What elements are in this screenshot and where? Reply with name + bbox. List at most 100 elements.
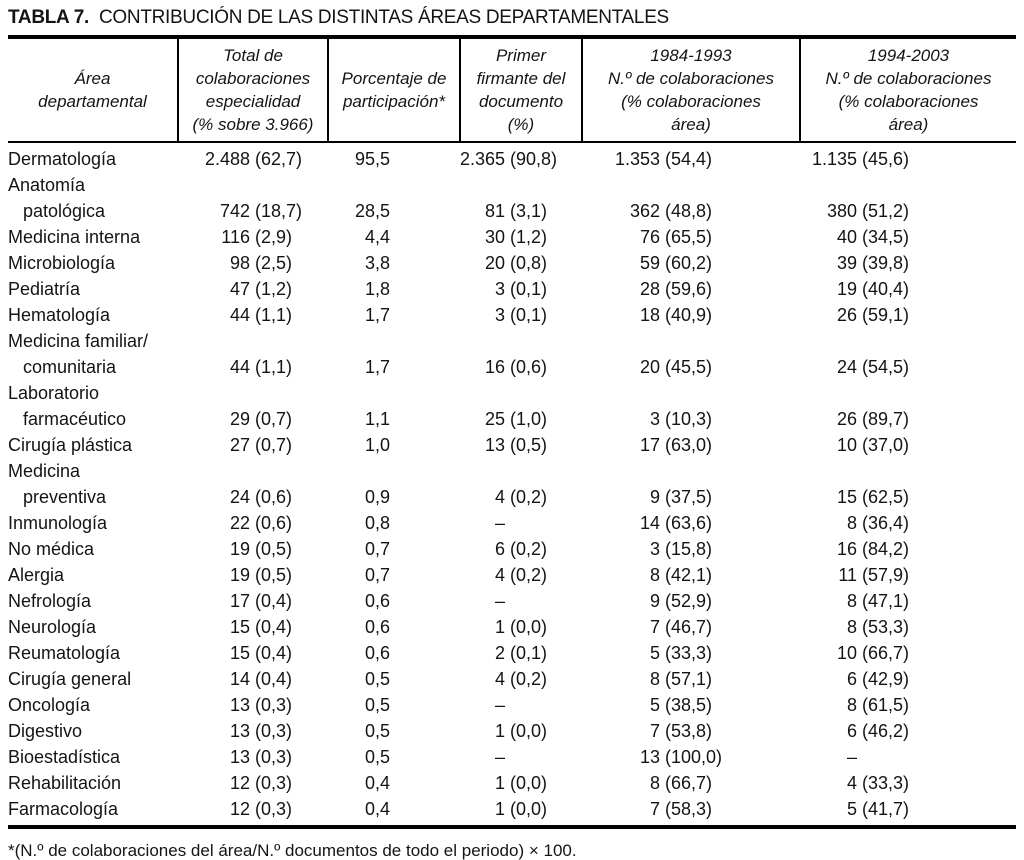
table-header-row: Área departamental Total de colaboraciones e… xyxy=(8,37,1016,143)
cell-total: 116 (2,9) xyxy=(221,227,293,247)
cell-p1994_2003: 40 (34,5) xyxy=(836,227,910,247)
cell-participacion: 1,7 xyxy=(364,357,390,377)
cell-area: Bioestadística xyxy=(8,747,121,767)
cell-area: Rehabilitación xyxy=(8,773,122,793)
cell-primer_firmante: 13 (0,5) xyxy=(484,435,548,455)
cell-area: Alergia xyxy=(8,565,65,585)
cell-p1984_1993: 76 (65,5) xyxy=(639,227,713,247)
cell-primer_firmante: 6 (0,2) xyxy=(494,539,548,559)
cell-primer_firmante: 1 (0,0) xyxy=(494,773,548,793)
cell-participacion: 0,5 xyxy=(364,721,390,741)
table-row: Medicina familiar/comunitaria 44 (1,1) 1,7 1… xyxy=(8,328,1016,380)
cell-area: Pediatría xyxy=(8,279,81,299)
table-row: Laboratorio farmacéutico 29 (0,7) 1,1 25 (1,0)… xyxy=(8,380,1016,432)
table-title: TABLA 7. CONTRIBUCIÓN DE LAS DISTINTAS ÁR… xyxy=(8,6,1016,30)
cell-p1984_1993: 8 (42,1) xyxy=(649,565,713,585)
cell-participacion: 0,6 xyxy=(364,643,390,663)
column-header-area: Área departamental xyxy=(8,37,179,143)
cell-participacion: 1,8 xyxy=(364,279,390,299)
cell-primer_firmante: 3 (0,1) xyxy=(494,279,548,299)
cell-p1994_2003: 4 (33,3) xyxy=(846,773,910,793)
cell-p1994_2003: 380 (51,2) xyxy=(826,201,910,221)
cell-p1994_2003: 19 (40,4) xyxy=(836,279,910,299)
cell-participacion: 0,7 xyxy=(364,565,390,585)
cell-p1994_2003: 16 (84,2) xyxy=(836,539,910,559)
cell-total: 12 (0,3) xyxy=(229,799,293,819)
cell-primer_firmante: 30 (1,2) xyxy=(484,227,548,247)
table-row: Cirugía general 14 (0,4) 0,5 4 (0,2) 8 (57,1) 6(… xyxy=(8,666,1016,692)
table-row: Medicina preventiva 24 (0,6) 0,9 4 (0,2) 9 (37,5… xyxy=(8,458,1016,510)
table-row: Medicina interna 116 (2,9) 4,4 30 (1,2) 76 (65,… xyxy=(8,224,1016,250)
cell-p1984_1993: 9 (37,5) xyxy=(649,487,713,507)
cell-primer_firmante: 4 (0,2) xyxy=(494,565,548,585)
cell-p1994_2003: 26 (89,7) xyxy=(836,409,910,429)
cell-p1984_1993: 59 (60,2) xyxy=(639,253,713,273)
cell-area: Digestivo xyxy=(8,721,83,741)
table-row: Alergia 19 (0,5) 0,7 4 (0,2) 8 (42,1) 11 (57,9) xyxy=(8,562,1016,588)
cell-total: 19 (0,5) xyxy=(229,565,293,585)
cell-total: 12 (0,3) xyxy=(229,773,293,793)
cell-p1994_2003: 8 (53,3) xyxy=(846,617,910,637)
cell-participacion: 0,4 xyxy=(364,799,390,819)
table-row: Anatomía patológica 742 (18,7) 28,5 81 (3,1) 36… xyxy=(8,172,1016,224)
cell-area: Medicina preventiva xyxy=(8,461,107,507)
cell-p1994_2003: – xyxy=(846,747,857,767)
cell-total: 98 (2,5) xyxy=(229,253,293,273)
cell-area: Hematología xyxy=(8,305,111,325)
cell-primer_firmante: 1 (0,0) xyxy=(494,721,548,741)
cell-area: Inmunología xyxy=(8,513,108,533)
table-header: Área departamental Total de colaboraciones e… xyxy=(8,37,1016,143)
cell-primer_firmante: 2.365 (90,8) xyxy=(460,149,558,169)
cell-total: 47 (1,2) xyxy=(229,279,293,299)
cell-total: 22 (0,6) xyxy=(229,513,293,533)
cell-p1984_1993: 17 (63,0) xyxy=(639,435,713,455)
cell-participacion: 0,7 xyxy=(364,539,390,559)
cell-primer_firmante: – xyxy=(494,747,505,767)
table-row: Cirugía plástica 27 (0,7) 1,0 13 (0,5) 17 (63,0… xyxy=(8,432,1016,458)
cell-total: 44 (1,1) xyxy=(229,305,293,325)
cell-p1994_2003: 11 (57,9) xyxy=(838,565,910,585)
cell-primer_firmante: 3 (0,1) xyxy=(494,305,548,325)
table-row: Neurología 15 (0,4) 0,6 1 (0,0) 7 (46,7) 8 (53,3) xyxy=(8,614,1016,640)
cell-total: 742 (18,7) xyxy=(219,201,303,221)
table-row: Hematología 44 (1,1) 1,7 3 (0,1) 18 (40,9) 26 (59… xyxy=(8,302,1016,328)
cell-total: 13 (0,3) xyxy=(229,721,293,741)
table-body: Dermatología 2.488 (62,7) 95,5 2.365 (90,8) 1.… xyxy=(8,142,1016,827)
cell-p1994_2003: 1.135 (45,6) xyxy=(811,149,910,169)
cell-total: 13 (0,3) xyxy=(229,747,293,767)
cell-primer_firmante: 2 (0,1) xyxy=(494,643,548,663)
table-row: No médica 19 (0,5) 0,7 6 (0,2) 3 (15,8) 16 (84,2) xyxy=(8,536,1016,562)
cell-p1984_1993: 13 (100,0) xyxy=(639,747,723,767)
cell-primer_firmante: – xyxy=(494,591,505,611)
cell-p1994_2003: 15 (62,5) xyxy=(836,487,910,507)
cell-area: Anatomía patológica xyxy=(8,175,106,221)
cell-p1984_1993: 1.353 (54,4) xyxy=(614,149,713,169)
cell-p1984_1993: 5 (38,5) xyxy=(649,695,713,715)
cell-p1984_1993: 3 (15,8) xyxy=(649,539,713,559)
cell-primer_firmante: 20 (0,8) xyxy=(484,253,548,273)
cell-p1984_1993: 8 (57,1) xyxy=(649,669,713,689)
cell-participacion: 0,5 xyxy=(364,747,390,767)
cell-participacion: 3,8 xyxy=(364,253,390,273)
cell-participacion: 1,7 xyxy=(364,305,390,325)
table-row: Digestivo 13 (0,3) 0,5 1 (0,0) 7 (53,8) 6 (46,2) xyxy=(8,718,1016,744)
cell-p1994_2003: 6 (46,2) xyxy=(846,721,910,741)
table-row: Dermatología 2.488 (62,7) 95,5 2.365 (90,8) 1.… xyxy=(8,142,1016,172)
cell-total: 15 (0,4) xyxy=(229,643,293,663)
cell-area: Cirugía general xyxy=(8,669,132,689)
table-number: TABLA 7. xyxy=(8,7,89,28)
cell-p1994_2003: 8 (36,4) xyxy=(846,513,910,533)
cell-participacion: 4,4 xyxy=(364,227,390,247)
cell-primer_firmante: 16 (0,6) xyxy=(484,357,548,377)
cell-p1994_2003: 24 (54,5) xyxy=(836,357,910,377)
cell-p1984_1993: 9 (52,9) xyxy=(649,591,713,611)
table-row: Bioestadística 13 (0,3) 0,5 – 13 (100,0) – xyxy=(8,744,1016,770)
column-header-p1994_2003: 1994-2003 N.º de colaboraciones (% colabor… xyxy=(800,37,1016,143)
column-header-participacion: Porcentaje de participación* xyxy=(328,37,461,143)
cell-p1984_1993: 7 (46,7) xyxy=(649,617,713,637)
cell-primer_firmante: 1 (0,0) xyxy=(494,617,548,637)
column-header-p1984_1993: 1984-1993 N.º de colaboraciones (% colabor… xyxy=(582,37,801,143)
cell-p1994_2003: 8 (47,1) xyxy=(846,591,910,611)
table-row: Nefrología 17 (0,4) 0,6 – 9 (52,9) 8 (47,1) xyxy=(8,588,1016,614)
cell-p1984_1993: 5 (33,3) xyxy=(649,643,713,663)
